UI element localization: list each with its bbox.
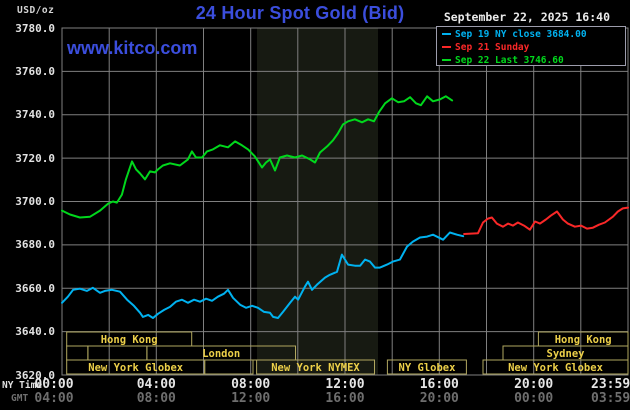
legend-box: Sep 19 NY close 3684.00 Sep 21 Sunday Sep … (436, 26, 626, 66)
session-label: New York Globex (508, 362, 604, 374)
x-axis-gmt-tick-label: 16:00 (325, 391, 365, 406)
legend-dash-icon (442, 33, 451, 35)
x-axis-gmt-tick-label: 00:00 (514, 391, 554, 406)
x-axis-ny-tick-label: 04:00 (136, 377, 176, 392)
x-axis-ny-tick-label: 00:00 (34, 377, 74, 392)
legend-dash-icon (442, 59, 451, 61)
legend-item: Sep 22 Last 3746.60 (442, 54, 625, 67)
session-label: New York NYMEX (271, 362, 360, 374)
legend-item-label: Sep 22 Last 3746.60 (455, 55, 564, 66)
session-box (66, 345, 89, 361)
y-axis-tick-label: 3700.0 (15, 195, 55, 208)
legend-item: Sep 19 NY close 3684.00 (442, 28, 625, 41)
y-axis-tick-label: 3640.0 (15, 325, 55, 339)
series-line-sep-19-ny-close (61, 231, 465, 319)
session-label: New York Globex (88, 362, 184, 374)
session-box-new-york-nymex (256, 359, 376, 375)
x-axis-gmt-tick-label: 03:59 (591, 391, 630, 406)
y-axis-unit-label: USD/oz (17, 5, 55, 16)
x-axis-ny-tick-label: 20:00 (514, 377, 554, 392)
gmt-row-label: GMT (11, 393, 29, 404)
session-box (87, 345, 148, 361)
x-axis-gmt-tick-label: 20:00 (419, 391, 459, 406)
series-line-sep-21-sunday (463, 206, 629, 235)
chart-datetime: September 22, 2025 16:40 (443, 10, 610, 24)
kitco-watermark-link[interactable]: www.kitco.com (67, 38, 198, 58)
y-axis-tick-label: 3620.0 (15, 368, 55, 382)
x-axis-ny-tick-label: 08:00 (231, 377, 271, 392)
y-axis-tick-label: 3740.0 (15, 108, 55, 122)
session-label: Hong Kong (555, 334, 612, 346)
plot-border (61, 27, 629, 376)
session-label: Hong Kong (101, 334, 158, 346)
y-axis-tick-label: 3780.0 (15, 21, 55, 35)
x-axis-ny-tick-label: 23:59 (591, 377, 630, 392)
legend-item: Sep 21 Sunday (442, 41, 625, 54)
legend-item-label: Sep 19 NY close 3684.00 (455, 29, 587, 40)
x-axis-gmt-tick-label: 08:00 (136, 391, 176, 406)
session-label: NY Globex (399, 362, 457, 374)
ny-time-row-label: NY Time (2, 380, 43, 391)
session-box-ny-globex (386, 359, 467, 375)
session-box-new-york-globex (482, 359, 629, 375)
y-axis-tick-label: 3680.0 (15, 238, 55, 252)
x-axis-ny-tick-label: 12:00 (325, 377, 365, 392)
y-axis-tick-label: 3720.0 (15, 151, 55, 165)
x-axis-gmt-tick-label: 04:00 (34, 391, 74, 406)
page-title: 24 Hour Spot Gold (Bid) (195, 3, 405, 23)
legend-dash-icon (442, 46, 451, 48)
y-axis-tick-label: 3760.0 (15, 64, 55, 78)
legend-item-label: Sep 21 Sunday (455, 42, 530, 53)
session-label: Sydney (547, 348, 586, 360)
session-box (204, 359, 254, 375)
y-axis-tick-label: 3660.0 (15, 281, 55, 295)
x-axis-ny-tick-label: 16:00 (419, 377, 459, 392)
series-line-sep-22 (61, 95, 454, 219)
session-label: London (202, 348, 240, 360)
x-axis-gmt-tick-label: 12:00 (231, 391, 271, 406)
